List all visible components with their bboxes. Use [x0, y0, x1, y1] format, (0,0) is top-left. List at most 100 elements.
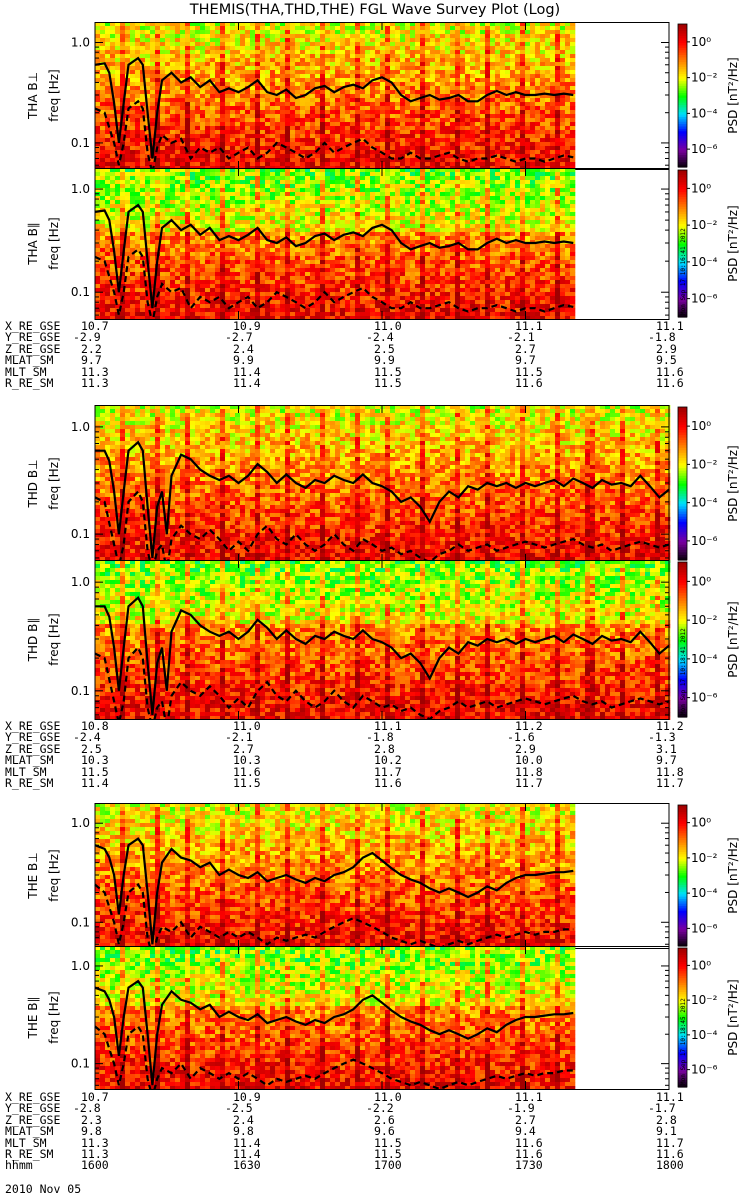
ephemeris-value: 11.6: [374, 777, 402, 789]
panel-component-label: THD B⊥: [26, 459, 40, 508]
ephemeris-value: 9.1: [656, 1125, 677, 1137]
ephemeris-name: MLT_SM: [5, 766, 47, 778]
colorbar-tick-label: 10⁻²: [691, 851, 718, 865]
ephemeris-value: 11.1: [374, 720, 402, 732]
ephemeris-table-tha: X_RE_GSE 10.7 10.9 11.0 11.1 11.1 Y_RE_GSE -2.9…: [5, 320, 745, 389]
freq-axis-label: freq [Hz]: [47, 613, 61, 665]
lower-freq-curve: [94, 99, 574, 170]
ephemeris-value: 11.5: [374, 377, 402, 389]
spectrogram-heatmap: [95, 803, 576, 949]
freq-axis-label: freq [Hz]: [47, 991, 61, 1043]
footer-date: 2010 Nov 05: [5, 1182, 81, 1196]
y-tick-label: 1.0: [71, 816, 90, 830]
colorbar-label: PSD [nT²/Hz]: [726, 205, 740, 281]
colorbar-tick-label: 10⁻⁴: [691, 886, 718, 900]
ephemeris-value: -1.8: [648, 331, 676, 343]
ephemeris-value: 10.8: [81, 720, 109, 732]
colorbar: [677, 406, 688, 561]
ephemeris-value: -1.8: [366, 731, 394, 743]
ephemeris-value: 11.6: [515, 1137, 543, 1149]
colorbar-label: PSD [nT²/Hz]: [726, 57, 740, 133]
colorbar-tick-label: 10⁻⁶: [691, 1063, 718, 1077]
ephemeris-value: 11.2: [656, 720, 684, 732]
ephemeris-value: 11.4: [233, 377, 261, 389]
ephemeris-value: 1600: [81, 1159, 109, 1171]
spectrogram-panel-the-bpar: 1.0 0.1 THE B∥ freq [Hz] 10⁰ 10⁻² 10⁻⁴ 10⁻⁶ PSD …: [26, 946, 740, 1090]
ephemeris-row: X_RE_GSE 10.7 10.9 11.0 11.1 11.1: [5, 1091, 745, 1103]
colorbar-tick-label: 10⁻⁶: [691, 921, 718, 935]
ephemeris-value: 9.8: [233, 1125, 254, 1137]
colorbar-tick-label: 10⁰: [691, 35, 711, 49]
ephemeris-value: 11.7: [656, 777, 684, 789]
y-tick-label: 0.1: [71, 1057, 90, 1071]
lower-freq-curve: [94, 645, 670, 720]
upper-freq-curve: [94, 56, 574, 159]
freq-axis-label: freq [Hz]: [47, 849, 61, 901]
ephemeris-value: 11.3: [81, 366, 109, 378]
y-tick-label: 0.1: [71, 684, 90, 698]
ephemeris-row: MLAT_SM 9.8 9.8 9.6 9.4 9.1: [5, 1125, 745, 1137]
ephemeris-row: R_RE_SM 11.4 11.5 11.6 11.7 11.7: [5, 777, 745, 789]
ephemeris-value: 11.7: [374, 766, 402, 778]
ephemeris-row: X_RE_GSE 10.7 10.9 11.0 11.1 11.1: [5, 320, 745, 332]
colorbar-tick-label: 10⁻²: [691, 613, 718, 627]
ephemeris-value: 11.0: [374, 1091, 402, 1103]
colorbar-label: PSD [nT²/Hz]: [726, 445, 740, 521]
y-tick-label: 1.0: [71, 420, 90, 434]
plot-timestamp: Mon Sep 17 10:18:41 2012: [680, 628, 687, 715]
ephemeris-value: 9.9: [233, 354, 254, 366]
ephemeris-table-thd: X_RE_GSE 10.8 11.0 11.1 11.2 11.2 Y_RE_GSE -2.4…: [5, 720, 745, 789]
chart-title: THEMIS(THA,THD,THE) FGL Wave Survey Plot…: [0, 2, 750, 18]
colorbar-tick-label: 10⁻⁴: [691, 255, 718, 269]
colorbar: [677, 804, 688, 947]
ephemeris-value: 2.5: [81, 743, 102, 755]
freq-axis-label: freq [Hz]: [47, 69, 61, 121]
ephemeris-value: -2.7: [225, 331, 253, 343]
ephemeris-row: Z_RE_GSE 2.5 2.7 2.8 2.9 3.1: [5, 743, 745, 755]
ephemeris-value: 2.2: [81, 343, 102, 355]
ephemeris-value: 1800: [656, 1159, 684, 1171]
ephemeris-value: 1630: [233, 1159, 261, 1171]
colorbar-tick-label: 10⁻⁴: [691, 1028, 718, 1042]
lower-freq-curve: [94, 1024, 574, 1090]
ephemeris-row: Y_RE_GSE -2.8 -2.5 -2.2 -1.9 -1.7: [5, 1102, 745, 1114]
colorbar-tick-label: 10⁻⁴: [691, 106, 718, 120]
colorbar-tick-label: 10⁻²: [691, 457, 718, 471]
ephemeris-value: 2.3: [81, 1114, 102, 1126]
ephemeris-value: 10.0: [515, 754, 543, 766]
colorbar-tick-label: 10⁰: [691, 816, 711, 830]
ephemeris-row: MLT_SM 11.3 11.4 11.5 11.5 11.6: [5, 366, 745, 378]
ephemeris-value: 11.1: [515, 1091, 543, 1103]
ephemeris-value: 10.3: [81, 754, 109, 766]
freq-axis-label: freq [Hz]: [47, 217, 61, 269]
ephemeris-row: MLAT_SM 10.3 10.3 10.2 10.0 9.7: [5, 754, 745, 766]
ephemeris-value: 9.9: [374, 354, 395, 366]
ephemeris-name: R_RE_SM: [5, 1148, 53, 1160]
ephemeris-value: 9.6: [374, 1125, 395, 1137]
ephemeris-value: 11.0: [374, 320, 402, 332]
ephemeris-value: 11.6: [233, 766, 261, 778]
ephemeris-value: 11.1: [656, 320, 684, 332]
ephemeris-value: 9.7: [515, 354, 536, 366]
y-tick-label: 0.1: [71, 136, 90, 150]
y-tick-label: 0.1: [71, 285, 90, 299]
ephemeris-value: 2.8: [656, 1114, 677, 1126]
colorbar: [677, 169, 688, 318]
ephemeris-row: Z_RE_GSE 2.3 2.4 2.6 2.7 2.8: [5, 1114, 745, 1126]
colorbar-tick-label: 10⁻⁶: [691, 292, 718, 306]
ephemeris-name: X_RE_GSE: [5, 320, 60, 332]
ephemeris-value: 11.6: [656, 366, 684, 378]
ephemeris-value: 2.4: [233, 343, 254, 355]
ephemeris-row: MLT_SM 11.3 11.4 11.5 11.6 11.7: [5, 1137, 745, 1149]
ephemeris-name: Y_RE_GSE: [5, 331, 60, 343]
ephemeris-name: R_RE_SM: [5, 377, 53, 389]
ephemeris-value: 1730: [515, 1159, 543, 1171]
upper-freq-curve: [95, 595, 670, 716]
ephemeris-name: MLT_SM: [5, 366, 47, 378]
ephemeris-value: 2.9: [656, 343, 677, 355]
ephemeris-value: 11.6: [515, 1148, 543, 1160]
ephemeris-value: 9.7: [81, 354, 102, 366]
ephemeris-value: -2.1: [225, 731, 253, 743]
upper-freq-curve: [94, 979, 574, 1086]
ephemeris-name: Z_RE_GSE: [5, 1114, 60, 1126]
